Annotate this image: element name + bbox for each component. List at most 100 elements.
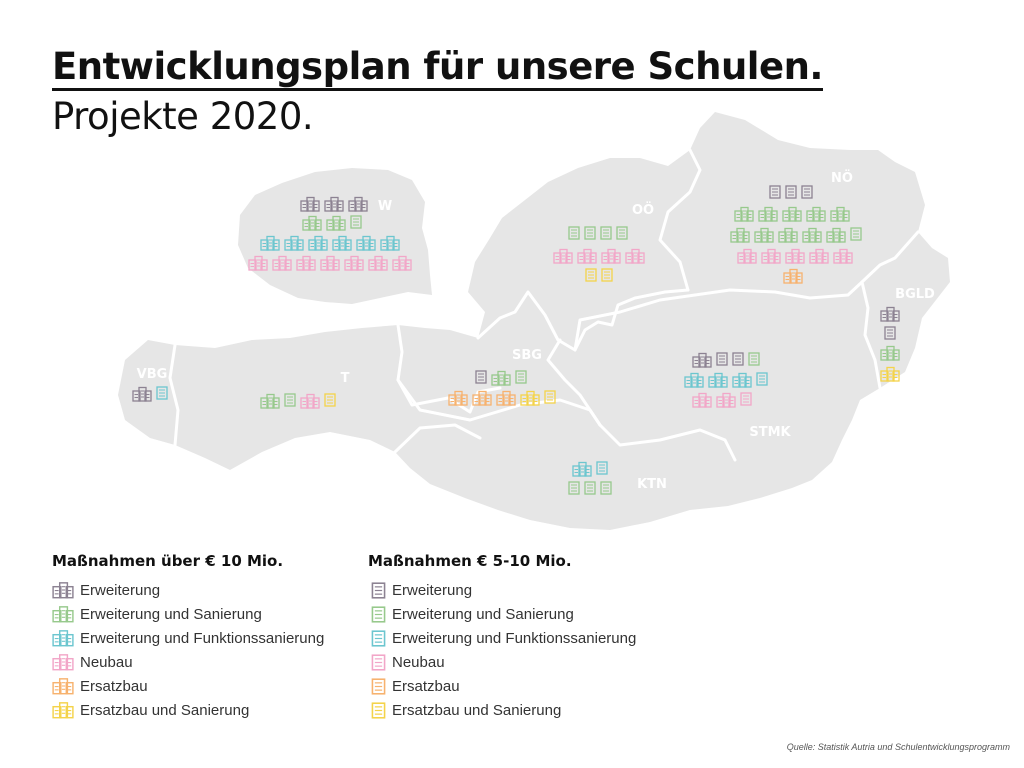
legend-item-label: Ersatzbau und Sanierung [392,701,562,719]
building-small-icon [284,393,296,407]
building-small-icon [884,326,896,340]
building-large-icon [52,702,74,719]
legend-item-label: Ersatzbau [392,677,460,695]
legend-item-label: Erweiterung und Sanierung [80,605,262,623]
map-outline [118,112,950,530]
legend-item-label: Erweiterung [80,581,161,599]
building-large-icon [380,235,400,251]
building-large-icon [783,268,803,284]
building-small-icon [371,653,386,671]
legend-item-label: Neubau [392,653,445,671]
building-small-icon [748,352,760,366]
title-block: Entwicklungsplan für unsere Schulen. Pro… [52,46,823,141]
legend-large-title: Maßnahmen über € 10 Mio. [52,552,284,570]
building-small-icon [371,629,386,647]
building-large-icon [302,215,322,231]
building-large-icon [625,248,645,264]
building-large-icon [520,390,540,406]
building-large-icon [491,370,511,386]
legend-item: Erweiterung [52,578,324,602]
building-large-icon [708,372,728,388]
building-large-icon [52,654,74,671]
building-small-icon [585,268,597,282]
building-large-icon [260,235,280,251]
border-stmk-bgld [860,280,882,390]
building-large-icon [52,630,74,647]
building-large-icon [300,393,320,409]
building-small-icon [769,185,781,199]
building-small-icon [600,481,612,495]
building-small-icon [850,227,862,241]
border-vbg-t [168,343,180,447]
region-label: T [341,371,350,386]
building-large-icon [737,248,757,264]
building-large-icon [761,248,781,264]
region-labels: W OÖ NÖ BGLD VBG T SBG STMK KTN [137,170,935,492]
building-large-icon [758,206,778,222]
legend-item: Neubau [368,650,636,674]
building-large-icon [52,582,74,599]
building-large-icon [716,392,736,408]
building-large-icon [348,196,368,212]
legend-item-label: Erweiterung und Funktionssanierung [80,629,325,647]
border-sbg-stmk [546,338,602,427]
building-large-icon [132,386,152,402]
building-small-icon [596,461,608,475]
building-large-icon [826,227,846,243]
main-title: Entwicklungsplan für unsere Schulen. [52,46,823,91]
building-large-icon [344,255,364,271]
building-large-icon [472,390,492,406]
building-large-icon [692,392,712,408]
building-large-icon [785,248,805,264]
legend-medium-title: Maßnahmen € 5-10 Mio. [368,552,572,570]
region-label: KTN [637,477,667,492]
building-large-icon [809,248,829,264]
source-note: Quelle: Statistik Autria und Schulentwic… [786,742,1010,752]
sub-title: Projekte 2020. [52,95,314,138]
building-large-icon [732,372,752,388]
legend-item: Erweiterung [368,578,636,602]
building-small-icon [350,215,362,229]
building-large-icon [684,372,704,388]
legend-item: Ersatzbau und Sanierung [368,698,636,722]
building-large-icon [272,255,292,271]
region-label: STMK [749,425,791,440]
building-large-icon [368,255,388,271]
building-large-icon [806,206,826,222]
building-large-icon [754,227,774,243]
building-large-icon [260,393,280,409]
border-no-bgld [860,230,920,284]
legend-item-label: Erweiterung und Sanierung [392,605,574,623]
building-small-icon [732,352,744,366]
building-small-icon [785,185,797,199]
building-large-icon [248,255,268,271]
country-shape [118,112,950,530]
building-large-icon [52,678,74,695]
building-large-icon [802,227,822,243]
building-small-icon [716,352,728,366]
region-label: NÖ [831,170,853,186]
building-large-icon [392,255,412,271]
legend-medium-projects: Maßnahmen € 5-10 Mio. Erweiterung Erweite… [368,552,636,722]
building-large-icon [496,390,516,406]
region-label: OÖ [632,202,654,218]
building-small-icon [601,268,613,282]
building-small-icon [515,370,527,384]
building-small-icon [801,185,813,199]
legend-item-label: Erweiterung [392,581,473,599]
building-small-icon [568,481,580,495]
border-sbg-oo [476,288,690,352]
building-large-icon [833,248,853,264]
region-label: SBG [512,348,542,363]
building-small-icon [371,701,386,719]
building-large-icon [356,235,376,251]
building-small-icon [371,677,386,695]
legend-item: Ersatzbau [368,674,636,698]
legend-large-projects: Maßnahmen über € 10 Mio. Erweiterung Erwe… [52,552,324,722]
building-large-icon [296,255,316,271]
border-no-stmk [693,280,864,300]
building-large-icon [778,227,798,243]
legend-item: Erweiterung und Sanierung [368,602,636,626]
legend-item: Erweiterung und Funktionssanierung [368,626,636,650]
